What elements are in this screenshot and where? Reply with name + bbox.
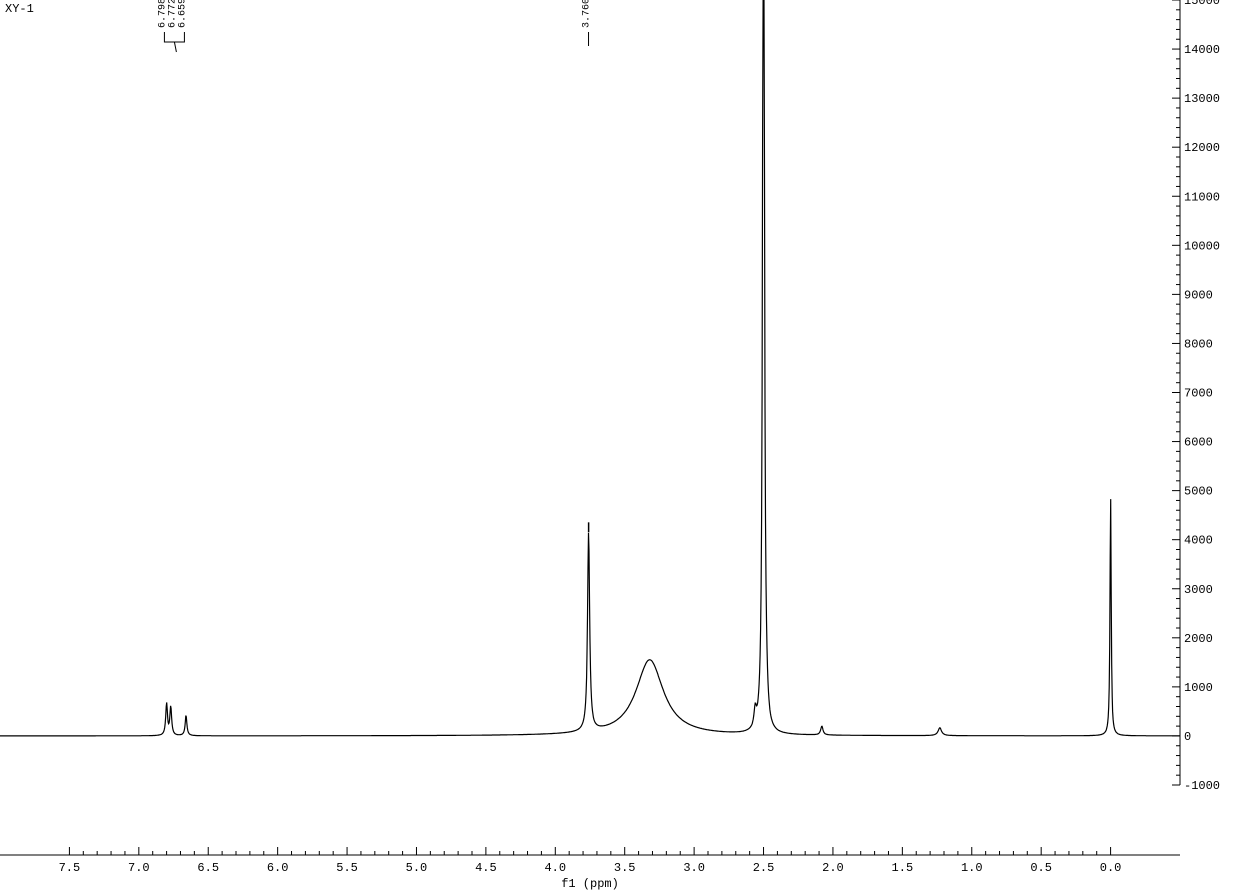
y-tick-label: 0 [1184, 730, 1191, 744]
x-tick-label: 0.5 [1030, 861, 1052, 875]
x-tick-label: 0.0 [1100, 861, 1122, 875]
x-tick-label: 3.0 [683, 861, 705, 875]
x-tick-label: 2.0 [822, 861, 844, 875]
y-tick-label: 8000 [1184, 337, 1213, 351]
x-tick-label: 2.5 [753, 861, 775, 875]
x-tick-label: 6.0 [267, 861, 289, 875]
y-tick-label: 10000 [1184, 239, 1220, 253]
y-tick-label: 6000 [1184, 436, 1213, 450]
x-tick-label: 1.0 [961, 861, 983, 875]
x-tick-label: 1.5 [892, 861, 914, 875]
peak-ppm-label: 6.6597 [177, 0, 188, 28]
x-tick-label: 6.5 [197, 861, 219, 875]
y-tick-label: 2000 [1184, 632, 1213, 646]
x-axis-label: f1 (ppm) [561, 877, 619, 891]
y-tick-label: 15000 [1184, 0, 1220, 8]
y-tick-label: 9000 [1184, 288, 1213, 302]
x-tick-label: 7.5 [59, 861, 81, 875]
spectrum-title: XY-1 [5, 2, 34, 16]
y-tick-label: 4000 [1184, 534, 1213, 548]
x-tick-label: 4.0 [544, 861, 566, 875]
x-tick-label: 7.0 [128, 861, 150, 875]
x-tick-label: 5.0 [406, 861, 428, 875]
y-tick-label: 13000 [1184, 92, 1220, 106]
y-tick-label: 3000 [1184, 583, 1213, 597]
x-tick-label: 3.5 [614, 861, 636, 875]
y-tick-label: 5000 [1184, 485, 1213, 499]
x-tick-label: 4.5 [475, 861, 497, 875]
x-tick-label: 5.5 [336, 861, 358, 875]
y-tick-label: 7000 [1184, 387, 1213, 401]
peak-label-bracket [164, 32, 184, 52]
y-tick-label: 11000 [1184, 190, 1220, 204]
spectrum-trace [0, 0, 1180, 736]
y-tick-label: 12000 [1184, 141, 1220, 155]
y-tick-label: 1000 [1184, 681, 1213, 695]
peak-ppm-label: 3.7606 [582, 0, 593, 28]
y-tick-label: 14000 [1184, 43, 1220, 57]
y-tick-label: -1000 [1184, 779, 1220, 793]
